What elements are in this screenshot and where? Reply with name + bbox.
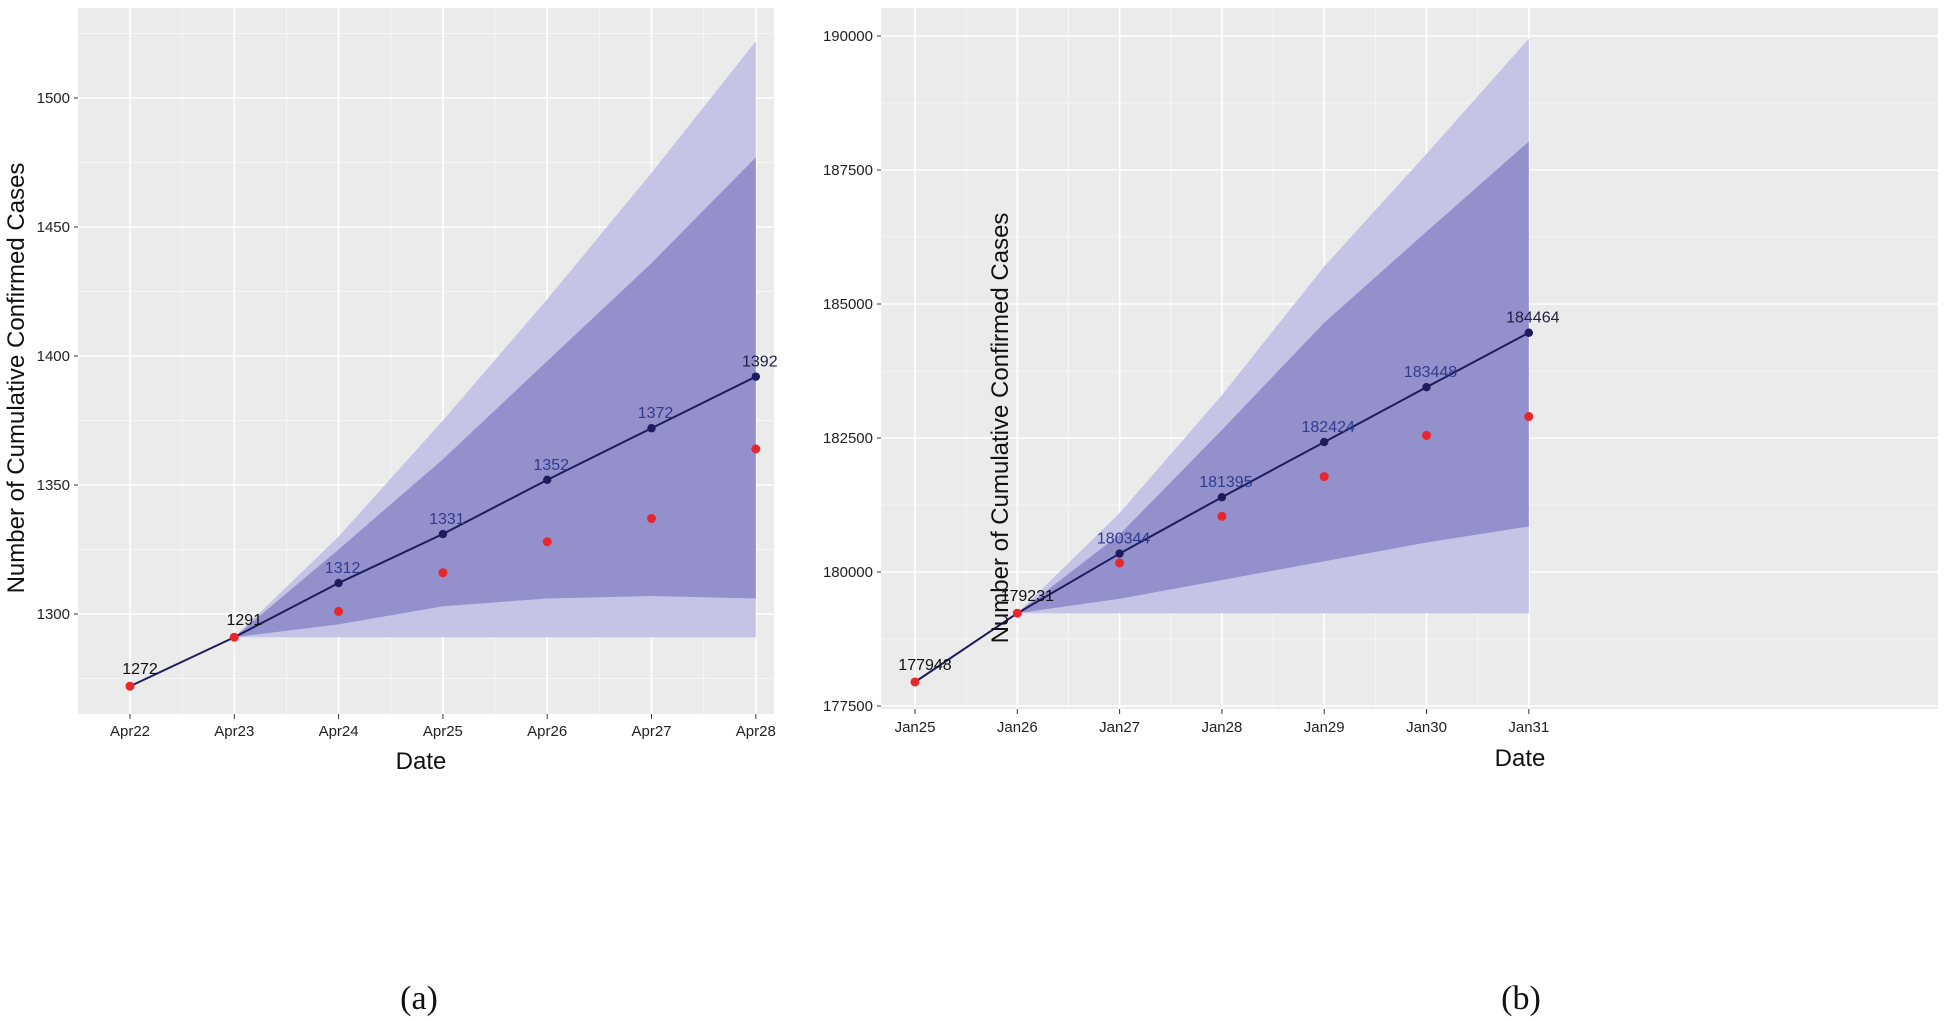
panel-caption-b: (b) <box>1501 980 1541 1017</box>
x-tick-label: Jan29 <box>1304 719 1345 736</box>
x-tick-label: Apr25 <box>423 723 463 740</box>
plot-content-b: 180344 181395 182424 183448 184464 177948 1792… <box>823 8 1938 736</box>
y-tick-label: 177500 <box>823 698 873 715</box>
observed-point <box>910 677 920 687</box>
x-tick-label: Jan30 <box>1406 719 1447 736</box>
predicted-point <box>647 424 656 433</box>
x-axis-label-b: Date <box>1495 745 1546 772</box>
observed-point <box>1422 430 1431 440</box>
observed-point <box>647 514 656 524</box>
x-tick-label: Jan27 <box>1099 719 1140 736</box>
predicted-value-label: 1331 <box>429 511 465 528</box>
y-tick-label: 1400 <box>37 348 70 365</box>
x-tick-label: Apr28 <box>736 723 776 740</box>
x-tick-label: Apr27 <box>631 723 671 740</box>
x-tick-label: Jan25 <box>895 719 936 736</box>
x-tick-label: Apr22 <box>110 723 150 740</box>
y-tick-label: 1350 <box>37 477 70 494</box>
y-tick-label: 182500 <box>823 430 873 447</box>
observed-point <box>1524 412 1534 422</box>
observed-point <box>1115 558 1125 568</box>
x-tick-label: Apr24 <box>319 723 359 740</box>
predicted-value-label: 182424 <box>1302 419 1355 436</box>
observed-point <box>438 568 448 578</box>
inner-interval-band <box>234 157 756 638</box>
x-tick-label: Jan26 <box>997 719 1038 736</box>
predicted-point <box>1320 437 1329 447</box>
observed-value-label: 179231 <box>1001 588 1054 605</box>
observed-point <box>125 681 135 691</box>
y-axis-label-b: Number of Cumulative Confirmed Cases <box>987 213 1014 644</box>
predicted-value-label: 1392 <box>742 354 778 371</box>
observed-value-label: 177948 <box>898 657 951 674</box>
predicted-point <box>334 578 343 588</box>
predicted-point <box>438 529 448 539</box>
predicted-point <box>1217 493 1227 502</box>
inner-interval-band <box>1017 141 1529 614</box>
y-tick-label: 1500 <box>37 90 70 107</box>
x-tick-label: Jan28 <box>1201 719 1242 736</box>
predicted-value-label: 180344 <box>1097 531 1150 548</box>
observed-value-label: 1291 <box>227 612 263 629</box>
predicted-value-label: 1352 <box>533 457 569 474</box>
y-tick-label: 190000 <box>823 28 873 45</box>
predicted-value-label: 1372 <box>638 405 674 422</box>
predicted-value-label: 1312 <box>325 560 361 577</box>
y-axis-label-a: Number of Cumulative Confirmed Cases <box>3 163 30 594</box>
panel-caption-a: (a) <box>400 980 438 1017</box>
observed-point <box>542 537 552 547</box>
predicted-point <box>1115 549 1124 558</box>
y-tick-label: 1300 <box>37 606 70 623</box>
predicted-value-label: 183448 <box>1404 364 1457 381</box>
predicted-point <box>1422 382 1431 392</box>
predicted-value-label: 184464 <box>1506 310 1559 327</box>
observed-point <box>1319 472 1329 482</box>
predicted-point <box>1524 328 1534 337</box>
observed-point <box>751 444 761 454</box>
observed-point <box>1217 511 1227 521</box>
chart-panel-a: 1312 1331 1352 1372 1392 1272 1291 1300 1350 1400… <box>3 8 778 1017</box>
plot-content-a: 1312 1331 1352 1372 1392 1272 1291 1300 1350 1400… <box>37 8 778 740</box>
observed-point <box>1012 608 1022 618</box>
x-tick-label: Apr23 <box>214 723 254 740</box>
y-tick-label: 1450 <box>37 219 70 236</box>
y-tick-label: 180000 <box>823 564 873 581</box>
chart-panel-b: 180344 181395 182424 183448 184464 177948 1792… <box>823 8 1938 1017</box>
x-axis-label-a: Date <box>396 748 447 775</box>
predicted-point <box>751 372 760 381</box>
observed-value-label: 1272 <box>122 661 158 678</box>
x-tick-label: Apr26 <box>527 723 567 740</box>
x-tick-label: Jan31 <box>1508 719 1549 736</box>
observed-point <box>229 632 239 642</box>
y-tick-label: 185000 <box>823 296 873 313</box>
observed-point <box>334 606 344 616</box>
y-tick-label: 187500 <box>823 162 873 179</box>
predicted-point <box>543 475 552 485</box>
predicted-value-label: 181395 <box>1199 474 1252 491</box>
